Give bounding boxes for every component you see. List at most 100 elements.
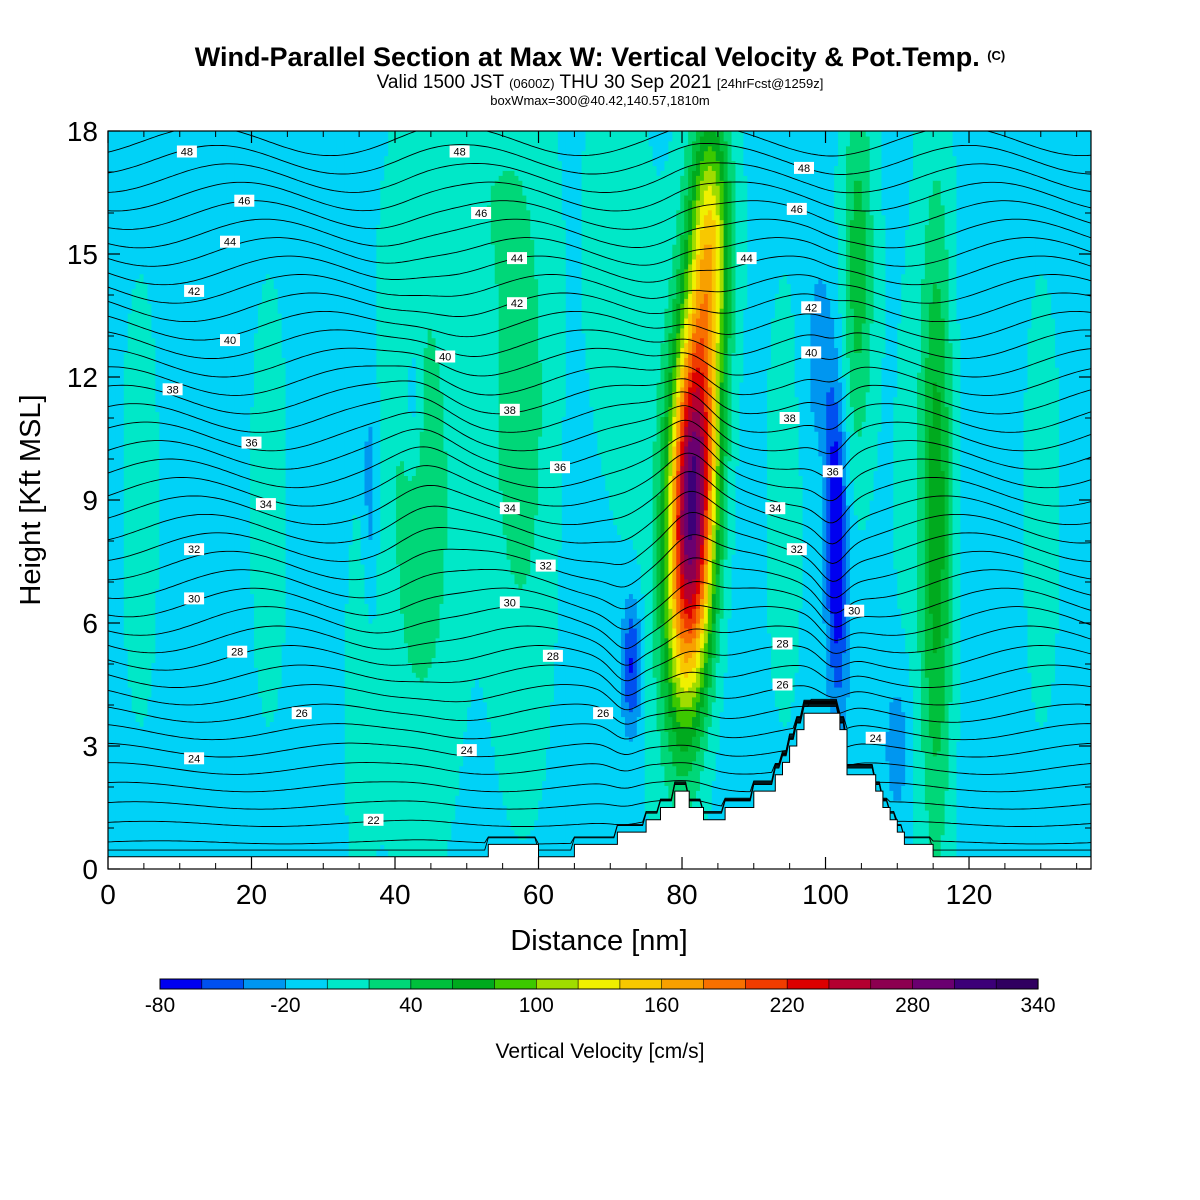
- field-cell: [948, 342, 954, 703]
- field-cell: [905, 652, 910, 869]
- y-tick-label: 0: [82, 854, 98, 885]
- field-cell: [688, 165, 693, 201]
- field-cell: [1023, 131, 1029, 393]
- field-cell: [664, 682, 669, 732]
- field-cell: [905, 229, 910, 654]
- field-cell: [601, 475, 606, 869]
- colorbar-swatch: [410, 978, 454, 990]
- field-cell: [624, 736, 630, 869]
- field-cell: [680, 706, 685, 727]
- field-cell: [696, 750, 701, 791]
- theta-label-box: [456, 744, 477, 757]
- field-cell: [703, 362, 709, 413]
- field-cell: [684, 131, 689, 147]
- field-cell: [190, 131, 196, 869]
- field-cell: [321, 131, 326, 869]
- field-cell: [439, 131, 445, 393]
- field-cell: [684, 613, 689, 629]
- field-cell: [857, 131, 863, 181]
- field-cell: [688, 313, 693, 339]
- field-cell: [676, 721, 681, 747]
- field-cell: [707, 632, 713, 659]
- theta-contour: [108, 701, 1091, 775]
- field-cell: [743, 131, 748, 176]
- field-cell: [632, 627, 638, 708]
- field-cell: [561, 131, 567, 221]
- theta-label-box: [220, 235, 240, 248]
- theta-label-text: 40: [224, 335, 236, 347]
- field-cell: [692, 391, 697, 413]
- field-cell: [845, 145, 851, 358]
- field-cell: [845, 504, 851, 698]
- theta-contour: [108, 700, 1091, 758]
- field-cell: [838, 131, 843, 314]
- theta-contour: [108, 131, 1091, 157]
- field-cell: [940, 131, 946, 206]
- field-cell: [917, 131, 922, 373]
- field-cell: [668, 440, 673, 476]
- field-cell: [668, 140, 673, 280]
- field-cell: [897, 322, 902, 609]
- field-cell: [297, 131, 302, 869]
- colorbar-swatch: [661, 978, 705, 990]
- potential-temperature-contours: [108, 131, 1091, 851]
- field-cell: [901, 273, 906, 629]
- field-cell: [676, 209, 681, 270]
- theta-label-text: 38: [504, 405, 516, 417]
- field-cell: [739, 381, 744, 869]
- field-cell: [849, 308, 855, 408]
- field-cell: [171, 131, 176, 869]
- field-cell: [246, 131, 251, 869]
- field-cell: [881, 131, 887, 216]
- field-cell: [1043, 721, 1048, 869]
- field-cell: [703, 411, 709, 511]
- theta-label-text: 30: [504, 598, 516, 610]
- field-cell: [853, 431, 859, 516]
- field-cell: [861, 131, 867, 211]
- field-cell: [664, 465, 669, 639]
- field-cell: [692, 411, 697, 432]
- field-cell: [802, 131, 808, 869]
- field-cell: [1035, 278, 1040, 722]
- field-cell: [853, 131, 859, 181]
- field-cell: [688, 199, 693, 235]
- field-cell: [668, 406, 673, 442]
- field-cell: [699, 736, 705, 772]
- field-cell: [849, 219, 855, 309]
- field-cell: [699, 563, 705, 585]
- field-cell: [542, 780, 547, 869]
- field-cell: [731, 554, 737, 869]
- field-cell: [403, 131, 409, 476]
- field-cell: [396, 563, 401, 869]
- field-cell: [672, 627, 677, 659]
- field-cell: [869, 214, 875, 324]
- theta-label-box: [736, 252, 757, 265]
- field-cell: [703, 750, 709, 831]
- field-cell: [463, 731, 468, 869]
- theta-label-text: 26: [296, 708, 308, 720]
- field-cell: [932, 381, 938, 654]
- field-cell: [676, 303, 681, 334]
- theta-label: 36: [241, 436, 262, 450]
- colorbar: -80 -20 40 100 160 220 280 340: [145, 978, 1056, 1017]
- field-cell: [451, 131, 456, 821]
- theta-label-text: 30: [848, 606, 860, 618]
- field-cell: [818, 278, 823, 457]
- theta-contour: [108, 705, 1091, 845]
- field-cell: [1011, 131, 1017, 869]
- theta-label-text: 40: [439, 352, 451, 364]
- field-cell: [376, 386, 381, 555]
- field-cell: [928, 613, 934, 737]
- field-cell: [127, 313, 133, 688]
- field-cell: [932, 180, 938, 285]
- field-cell: [861, 529, 867, 869]
- field-cell: [696, 150, 701, 176]
- field-cell: [443, 131, 448, 452]
- field-cell: [676, 696, 681, 722]
- field-cell: [731, 352, 737, 555]
- field-cell: [569, 131, 575, 869]
- field-cell: [676, 470, 681, 516]
- field-cell: [696, 199, 701, 226]
- theta-contour: [108, 162, 1091, 194]
